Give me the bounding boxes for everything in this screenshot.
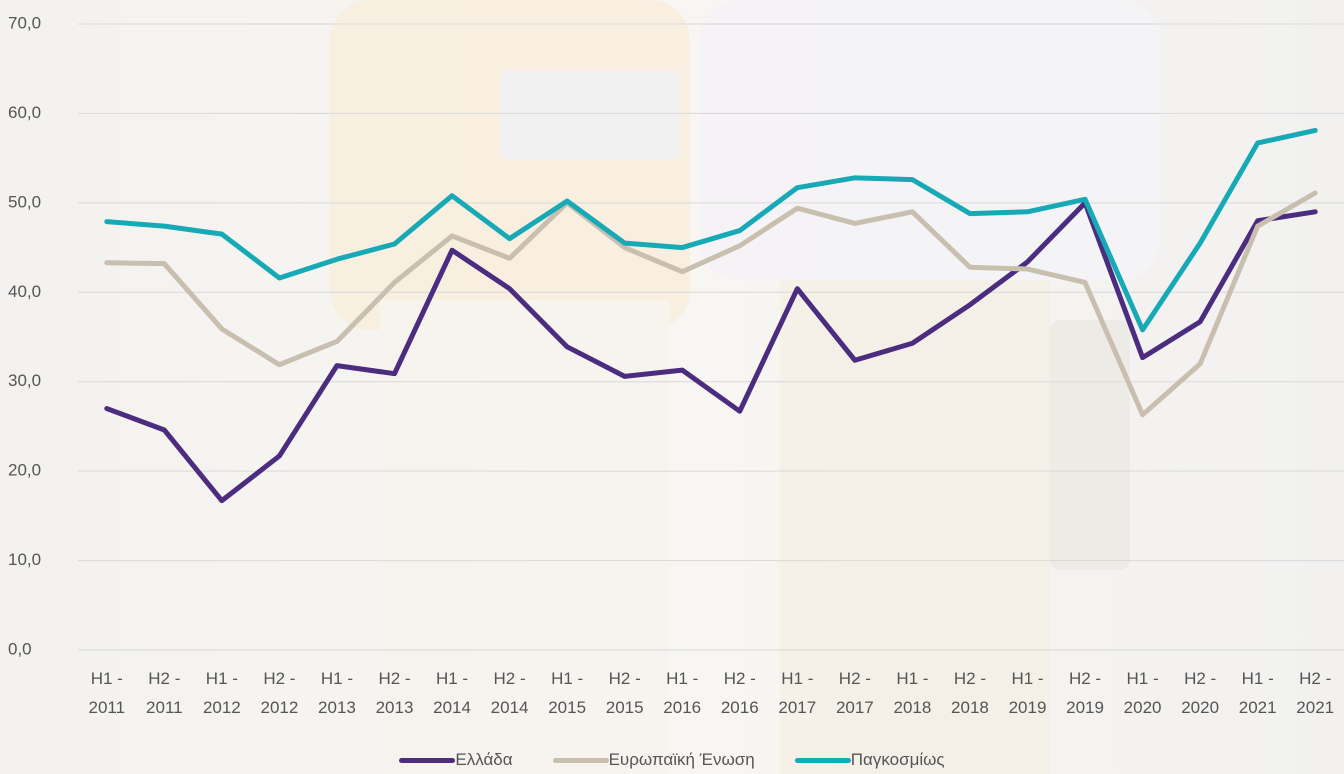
legend-item: Ελλάδα	[399, 750, 512, 770]
x-tick-label: H1 - 2021	[1230, 664, 1286, 722]
x-tick-label: H1 - 2015	[539, 664, 595, 722]
x-tick-label: H1 - 2011	[79, 664, 135, 722]
legend-label: Παγκοσμίως	[851, 750, 945, 770]
x-tick-label: H2 - 2016	[712, 664, 768, 722]
x-tick-label: H1 - 2016	[654, 664, 710, 722]
x-tick-label: H2 - 2021	[1287, 664, 1343, 722]
x-tick-label: H1 - 2013	[309, 664, 365, 722]
x-tick-label: H2 - 2015	[597, 664, 653, 722]
x-tick-label: H1 - 2017	[769, 664, 825, 722]
x-tick-label: H2 - 2017	[827, 664, 883, 722]
x-tick-label: H1 - 2014	[424, 664, 480, 722]
x-tick-label: H2 - 2013	[367, 664, 423, 722]
y-tick-label: 10,0	[8, 550, 41, 569]
x-tick-label: H2 - 2011	[136, 664, 192, 722]
legend-label: Ευρωπαϊκή Ένωση	[609, 750, 755, 770]
y-tick-label: 50,0	[8, 192, 41, 211]
x-tick-label: H1 - 2012	[194, 664, 250, 722]
chart: 0,0 10,0 20,0 30,0 40,0 50,0 60,0 70,0	[0, 0, 1344, 774]
x-tick-label: H1 - 2020	[1115, 664, 1171, 722]
x-tick-label: H2 - 2020	[1172, 664, 1228, 722]
y-tick-label: 60,0	[8, 103, 41, 122]
legend-swatch	[399, 758, 455, 763]
legend: Ελλάδα Ευρωπαϊκή Ένωση Παγκοσμίως	[0, 750, 1344, 770]
y-tick-label: 20,0	[8, 461, 41, 480]
legend-item: Ευρωπαϊκή Ένωση	[553, 750, 755, 770]
y-tick-label: 70,0	[8, 13, 41, 32]
x-tick-label: H2 - 2018	[942, 664, 998, 722]
legend-label: Ελλάδα	[455, 750, 512, 770]
x-tick-label: H2 - 2014	[482, 664, 538, 722]
y-tick-label: 40,0	[8, 282, 41, 301]
x-tick-label: H1 - 2018	[884, 664, 940, 722]
legend-swatch	[553, 758, 609, 763]
x-tick-label: H2 - 2012	[251, 664, 307, 722]
page: {"chart_data": {"type": "line", "categor…	[0, 0, 1344, 774]
series-line	[107, 203, 1315, 501]
series-line	[107, 130, 1315, 329]
y-tick-label: 30,0	[8, 371, 41, 390]
legend-item: Παγκοσμίως	[795, 750, 945, 770]
legend-swatch	[795, 758, 851, 763]
y-tick-label: 0,0	[8, 639, 32, 658]
x-tick-label: H1 - 2019	[1000, 664, 1056, 722]
x-tick-label: H2 - 2019	[1057, 664, 1113, 722]
